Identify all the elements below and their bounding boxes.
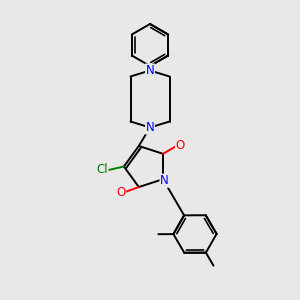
Text: N: N [146, 121, 154, 134]
Text: N: N [146, 64, 154, 77]
Text: O: O [116, 186, 125, 199]
Text: N: N [160, 174, 169, 187]
Text: O: O [176, 139, 185, 152]
Text: Cl: Cl [96, 164, 107, 176]
